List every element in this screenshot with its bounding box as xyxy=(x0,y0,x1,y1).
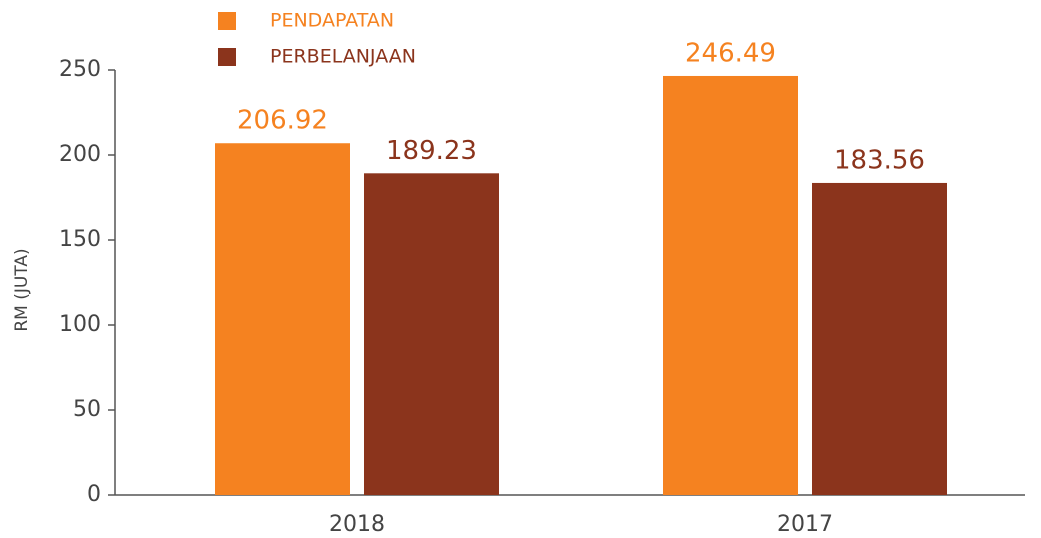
y-axis-label: RM (JUTA) xyxy=(12,248,32,331)
y-tick-label: 100 xyxy=(59,312,101,337)
bar xyxy=(663,75,798,495)
y-tick-label: 250 xyxy=(59,57,101,82)
value-label: 206.92 xyxy=(237,106,328,136)
value-label: 189.23 xyxy=(386,136,477,166)
y-tick-label: 50 xyxy=(73,397,101,422)
bar xyxy=(812,182,947,495)
y-tick-label: 0 xyxy=(87,482,101,507)
x-tick-label: 2018 xyxy=(329,512,385,537)
bar xyxy=(364,173,499,495)
value-label: 246.49 xyxy=(685,38,776,68)
y-tick-label: 200 xyxy=(59,142,101,167)
bar xyxy=(215,143,350,495)
legend-swatch xyxy=(218,48,236,66)
legend-swatch xyxy=(218,12,236,30)
legend-label: PERBELANJAAN xyxy=(270,46,416,68)
legend-label: PENDAPATAN xyxy=(270,10,394,32)
value-label: 183.56 xyxy=(834,145,925,175)
y-tick-label: 150 xyxy=(59,227,101,252)
x-tick-label: 2017 xyxy=(777,512,833,537)
